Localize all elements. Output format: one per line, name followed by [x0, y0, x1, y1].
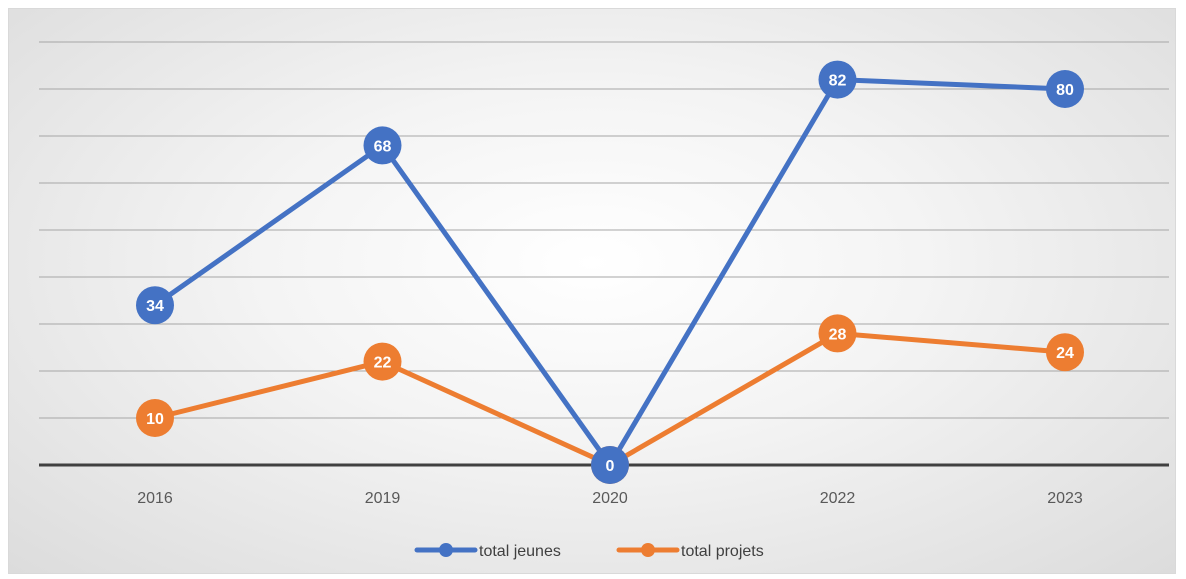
data-label: 28 [829, 326, 847, 343]
legend-label: total projets [681, 543, 764, 560]
data-point [818, 60, 857, 99]
series-line-total-jeunes [152, 77, 1068, 468]
x-tick-label: 2022 [820, 490, 856, 507]
data-point [1046, 333, 1084, 372]
series-line-total-projets [152, 330, 1068, 468]
x-tick-label: 2020 [592, 490, 628, 507]
data-point [136, 286, 174, 325]
x-tick-label: 2016 [137, 490, 173, 507]
x-tick-label: 2019 [365, 490, 401, 507]
data-point [1046, 70, 1084, 108]
legend-marker [641, 543, 655, 557]
data-label: 80 [1056, 82, 1074, 99]
data-label: 24 [1056, 345, 1074, 362]
data-point [363, 126, 402, 165]
data-label: 68 [374, 138, 392, 155]
data-point [363, 342, 402, 381]
data-label: 82 [829, 73, 847, 90]
data-label: 0 [606, 458, 615, 475]
x-tick-label: 2023 [1047, 490, 1083, 507]
data-label: 10 [146, 411, 164, 428]
data-label: 22 [374, 355, 392, 372]
data-markers: 102202824346808280 [136, 60, 1084, 484]
x-axis: 2016 2019 2020 2022 2023 [39, 463, 1169, 507]
legend: total jeunes total projets [414, 543, 764, 560]
data-point [818, 314, 857, 353]
data-label: 34 [146, 298, 164, 315]
data-point [591, 446, 629, 484]
legend-marker [439, 543, 453, 557]
legend-label: total jeunes [479, 543, 561, 560]
gridlines [39, 41, 1169, 419]
data-point [136, 399, 174, 437]
series-lines [152, 77, 1068, 468]
